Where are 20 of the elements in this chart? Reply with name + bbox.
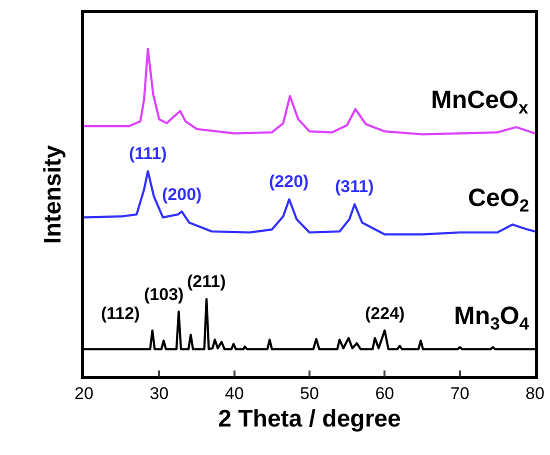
y-axis-title: Intensity [39,144,66,244]
x-tick-label: 50 [300,384,319,404]
annotation: (103) [144,285,184,304]
series-label: MnCeO$_{x}$ [431,86,528,118]
x-tick-label: 70 [450,384,470,404]
series-label: Mn$_{3}$O$_{4}$ [454,302,530,334]
annotation: (211) [187,272,226,291]
annotation: (311) [335,177,374,196]
annotation: (224) [365,304,405,323]
annotation: (111) [129,144,167,163]
annotation: (220) [269,172,309,191]
annotation: (200) [162,185,202,204]
annotation: (112) [101,304,140,323]
x-tick-label: 20 [74,384,94,404]
x-axis-title: 2 Theta / degree [218,405,401,432]
x-tick-label: 40 [224,384,244,404]
x-tick-label: 30 [150,384,169,404]
x-tick-label: 80 [526,384,544,404]
x-tick-label: 60 [375,384,394,404]
series-label: CeO$_{2}$ [468,184,530,216]
